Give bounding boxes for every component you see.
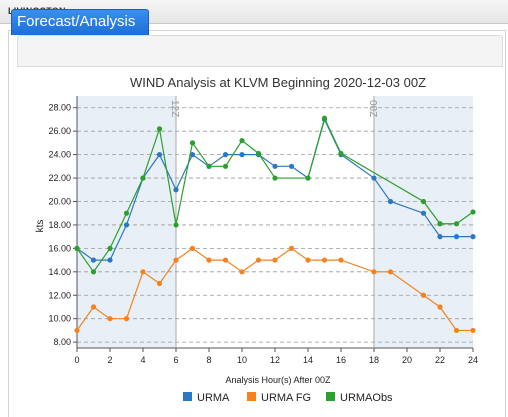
data-point: [453, 234, 460, 240]
legend-swatch: [183, 392, 192, 401]
data-point: [239, 137, 245, 144]
data-point: [272, 175, 278, 181]
data-point: [420, 198, 427, 205]
y-tick-label: 10.00: [48, 314, 71, 324]
x-tick-label: 16: [336, 355, 346, 365]
series-line-2: [76, 116, 474, 273]
data-point: [90, 304, 97, 310]
data-point: [321, 257, 328, 263]
data-point: [470, 234, 476, 240]
data-point: [371, 175, 377, 181]
data-point: [74, 245, 80, 251]
x-tick-label: 12: [270, 355, 280, 365]
data-point: [239, 269, 245, 275]
legend-swatch: [247, 392, 256, 401]
data-point: [272, 163, 278, 169]
data-point: [371, 269, 377, 275]
data-point: [305, 175, 311, 181]
x-tick-label: 6: [173, 355, 178, 365]
data-point: [437, 221, 443, 227]
data-point: [107, 245, 113, 251]
time-marker-label: 12Z: [169, 100, 180, 117]
data-point: [206, 163, 212, 169]
data-point: [173, 257, 179, 263]
data-point: [239, 152, 245, 158]
y-tick-label: 22.00: [48, 173, 71, 183]
tab-strip: [17, 35, 503, 67]
y-tick-label: 24.00: [48, 150, 71, 160]
data-point: [437, 234, 443, 240]
y-tick-label: 16.00: [48, 243, 71, 253]
data-point: [437, 304, 443, 310]
x-tick-label: 10: [237, 355, 247, 365]
data-point: [206, 257, 212, 263]
data-point: [156, 152, 163, 158]
y-axis-label: kts: [35, 220, 46, 233]
x-tick-label: 4: [140, 355, 145, 365]
data-point: [470, 327, 476, 334]
data-point: [222, 163, 229, 169]
data-point: [156, 126, 163, 132]
y-tick-label: 14.00: [48, 267, 71, 277]
data-point: [189, 245, 196, 251]
legend-swatch: [326, 392, 335, 401]
data-point: [140, 175, 146, 181]
data-point: [123, 222, 130, 228]
y-tick-label: 26.00: [48, 126, 71, 136]
legend-label: URMA FG: [261, 392, 311, 404]
chart-title: WIND Analysis at KLVM Beginning 2020-12-…: [130, 75, 426, 90]
data-point: [90, 269, 97, 275]
data-point: [222, 257, 229, 263]
data-point: [255, 150, 262, 157]
x-tick-label: 8: [206, 355, 211, 365]
x-axis-label: Analysis Hour(s) After 00Z: [225, 375, 331, 385]
data-point: [420, 210, 427, 216]
data-point: [173, 222, 179, 228]
x-tick-label: 14: [303, 355, 313, 365]
data-point: [90, 257, 97, 263]
data-point: [338, 257, 344, 263]
tab-forecast-analysis[interactable]: Forecast/Analysis: [11, 9, 149, 35]
data-point: [189, 152, 196, 158]
data-point: [74, 327, 80, 334]
data-point: [173, 187, 179, 193]
data-point: [272, 257, 278, 263]
x-tick-label: 24: [468, 355, 478, 365]
data-point: [255, 257, 262, 263]
data-point: [107, 257, 113, 263]
y-tick-label: 8.00: [53, 337, 71, 347]
y-tick-label: 20.00: [48, 196, 71, 206]
data-point: [156, 280, 163, 287]
data-point: [453, 221, 460, 227]
data-point: [387, 269, 394, 275]
data-point: [321, 115, 328, 121]
data-point: [288, 163, 295, 169]
data-point: [189, 140, 196, 146]
data-point: [123, 210, 130, 216]
legend-label: URMAObs: [340, 392, 393, 404]
data-point: [288, 245, 295, 251]
x-tick-label: 0: [74, 355, 79, 365]
data-point: [470, 209, 476, 215]
data-point: [107, 316, 113, 322]
x-tick-label: 22: [435, 355, 445, 365]
x-tick-label: 20: [402, 355, 412, 365]
legend-label: URMA: [197, 392, 230, 404]
data-point: [420, 292, 427, 298]
time-marker-label: 00Z: [367, 100, 378, 117]
data-point: [387, 198, 394, 205]
data-point: [123, 316, 130, 322]
data-point: [305, 257, 311, 263]
x-tick-label: 2: [107, 355, 112, 365]
data-point: [140, 269, 146, 275]
y-tick-label: 28.00: [48, 103, 71, 113]
y-tick-label: 18.00: [48, 220, 71, 230]
data-point: [222, 152, 229, 158]
x-tick-label: 18: [369, 355, 379, 365]
data-point: [453, 327, 460, 334]
y-tick-label: 12.00: [48, 290, 71, 300]
data-point: [338, 150, 344, 157]
